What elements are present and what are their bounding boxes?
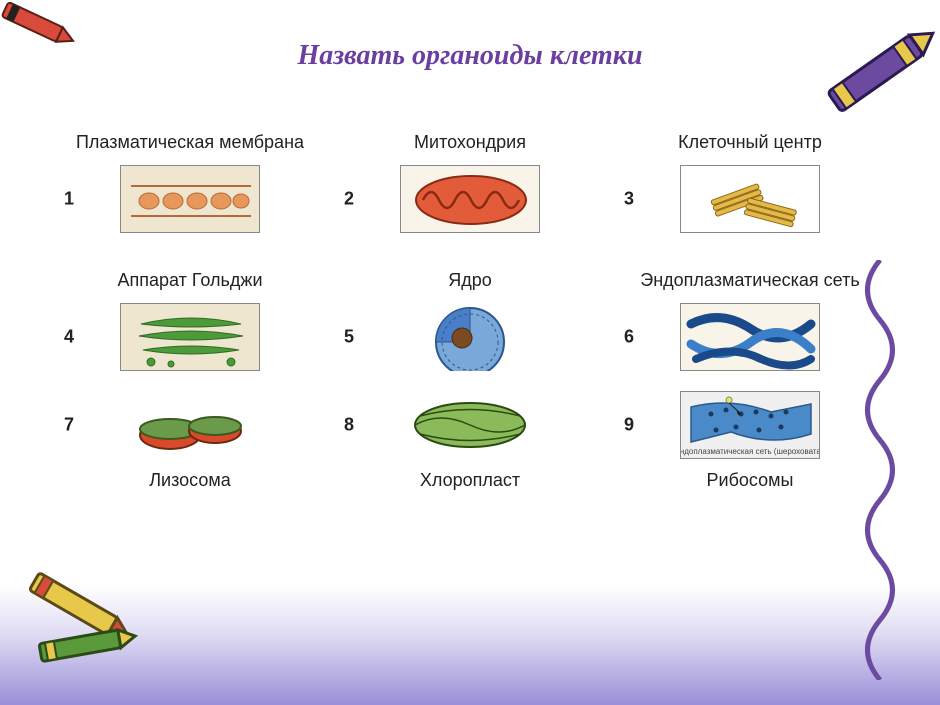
ribosome-caption: Эндоплазматическая сеть (шероховатая) <box>681 447 820 456</box>
organelle-grid: Плазматическая мембрана 1 <box>60 110 880 501</box>
lysosome-illus <box>120 391 260 459</box>
number-6: 6 <box>624 327 634 348</box>
number-1: 1 <box>64 189 74 210</box>
label-6: Эндоплазматическая сеть <box>620 248 880 292</box>
nucleus-illus <box>400 303 540 371</box>
number-5: 5 <box>344 327 354 348</box>
label-9: Рибосомы <box>620 470 880 491</box>
er-smooth-illus <box>680 303 820 371</box>
mitochondrion-illus <box>400 165 540 233</box>
label-2: Митохондрия <box>340 110 600 154</box>
ribosome-illus: Эндоплазматическая сеть (шероховатая) <box>680 391 820 459</box>
label-7: Лизосома <box>60 470 320 491</box>
cell-6: Эндоплазматическая сеть 6 <box>620 248 880 376</box>
crayon-top-right-icon <box>810 20 940 220</box>
cell-1: Плазматическая мембрана 1 <box>60 110 320 238</box>
cell-9: 9 Эндоплазма <box>620 386 880 491</box>
cell-2: Митохондрия 2 <box>340 110 600 238</box>
centriole-illus <box>680 165 820 233</box>
page-title: Назвать органоиды клетки <box>297 40 642 72</box>
cell-8: 8 Хлоропласт <box>340 386 600 491</box>
number-4: 4 <box>64 327 74 348</box>
cell-4: Аппарат Гольджи 4 <box>60 248 320 376</box>
golgi-illus <box>120 303 260 371</box>
label-1: Плазматическая мембрана <box>60 110 320 154</box>
label-8: Хлоропласт <box>340 470 600 491</box>
crayons-top-left-icon <box>0 0 100 70</box>
label-4: Аппарат Гольджи <box>60 248 320 292</box>
number-8: 8 <box>344 415 354 436</box>
number-7: 7 <box>64 415 74 436</box>
number-9: 9 <box>624 415 634 436</box>
cell-7: 7 Лизосома <box>60 386 320 491</box>
crayons-bottom-left-icon <box>10 565 170 685</box>
chloroplast-illus <box>400 391 540 459</box>
membrane-illus <box>120 165 260 233</box>
cell-5: Ядро 5 <box>340 248 600 376</box>
label-5: Ядро <box>340 248 600 292</box>
number-2: 2 <box>344 189 354 210</box>
number-3: 3 <box>624 189 634 210</box>
